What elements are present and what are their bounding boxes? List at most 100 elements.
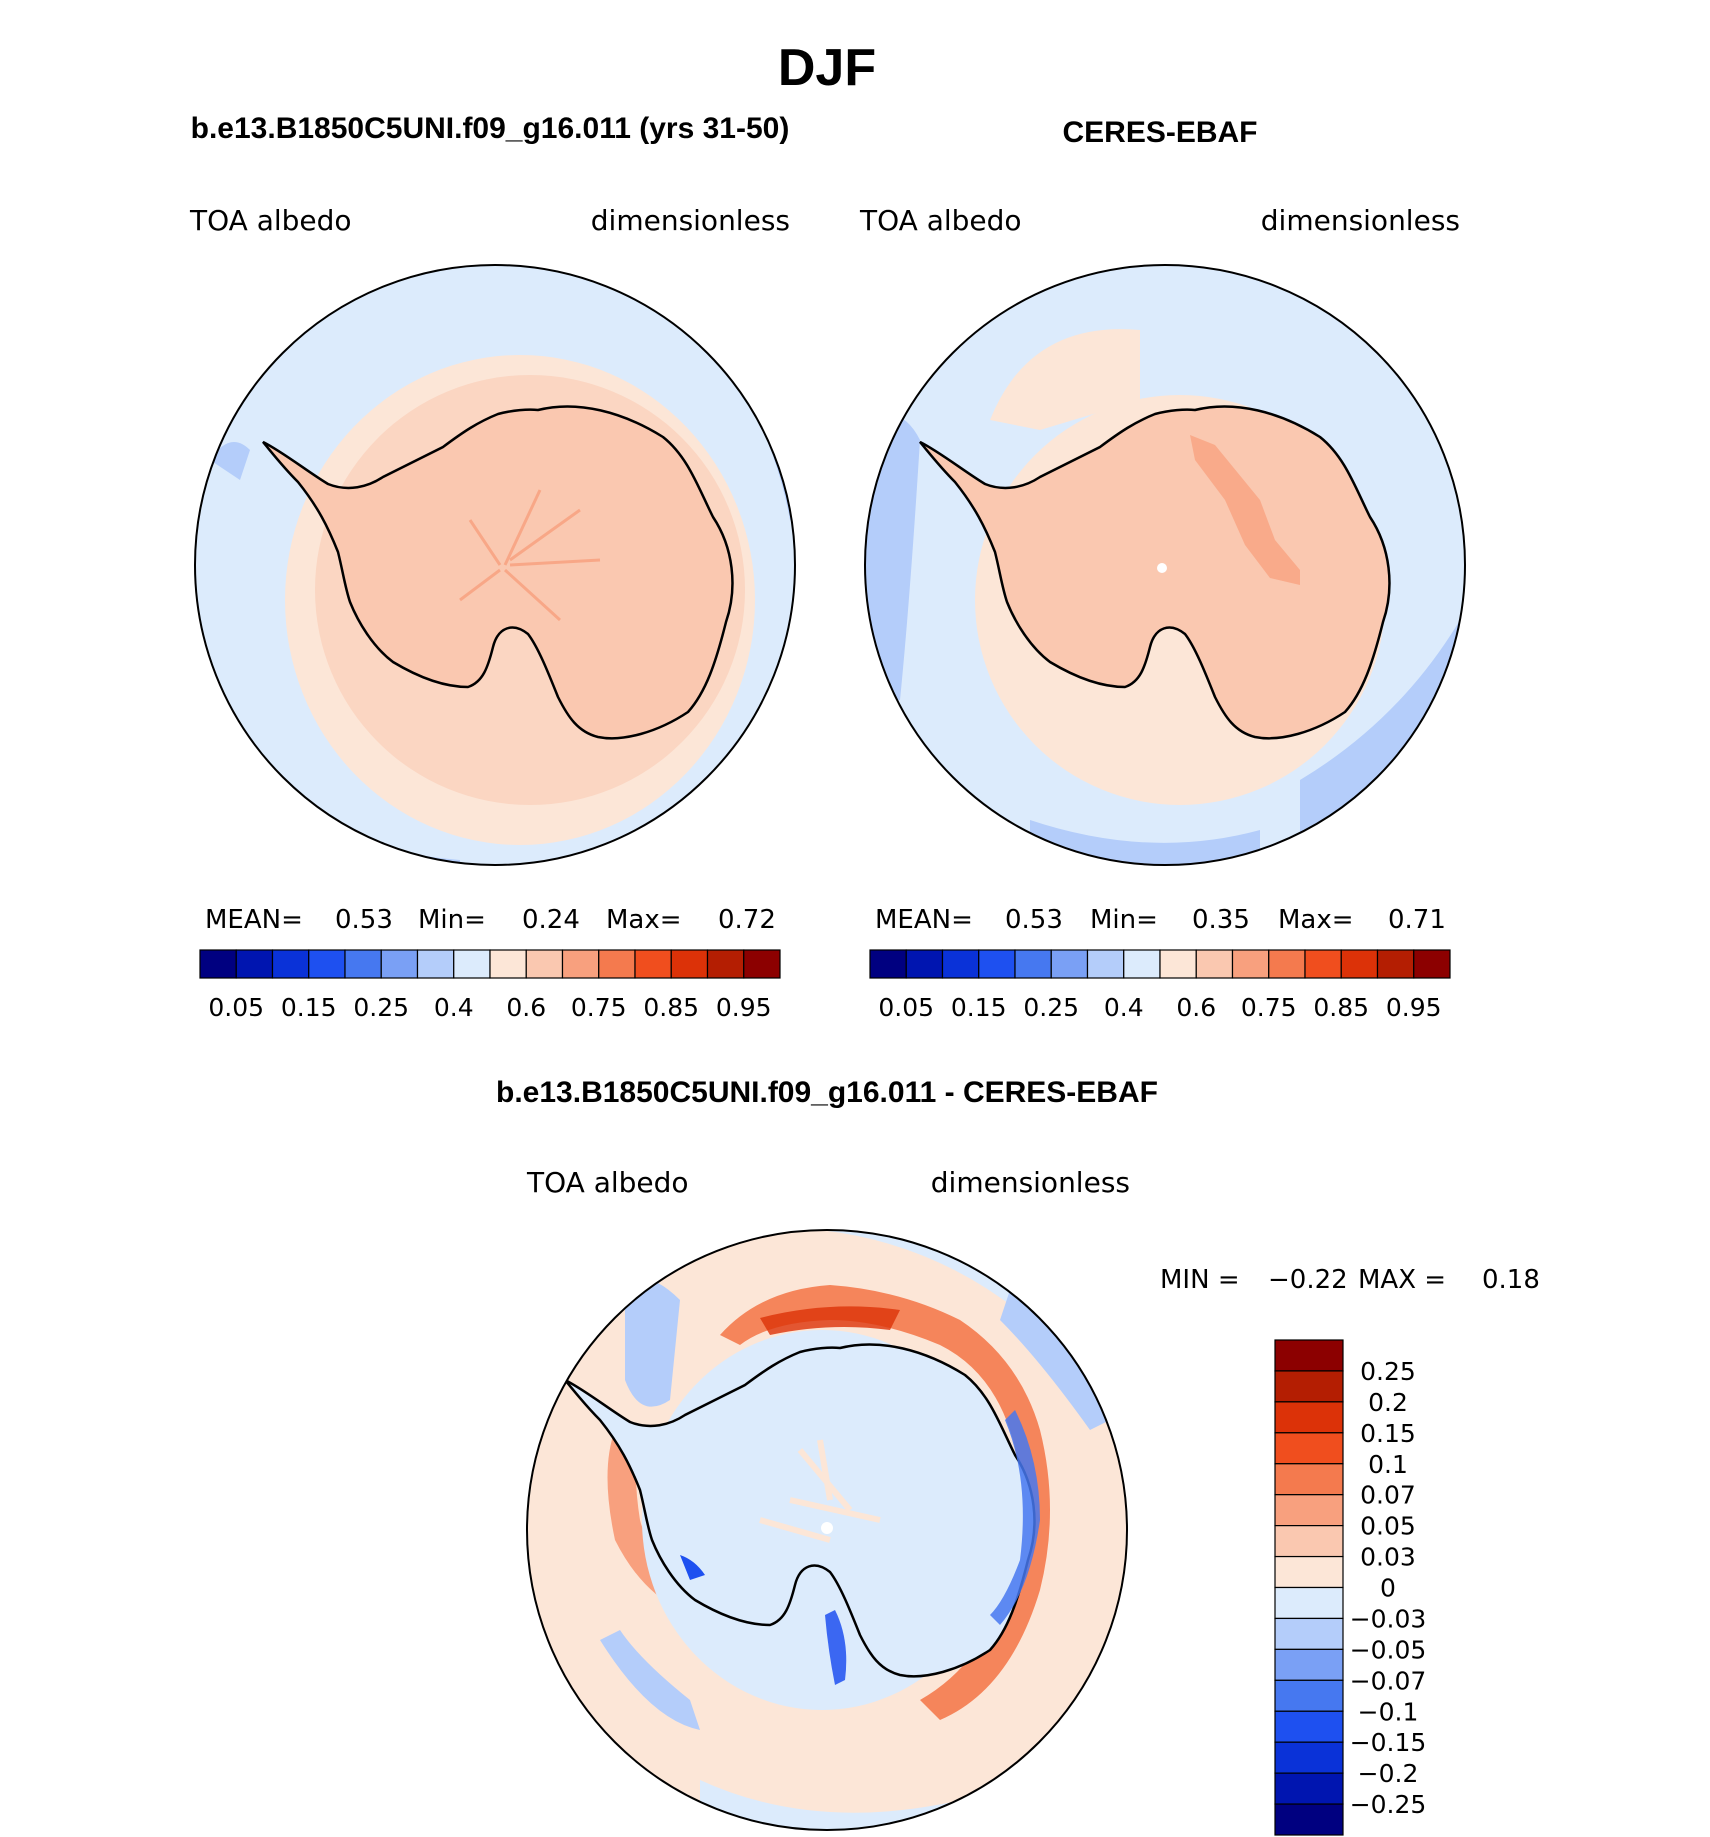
colorbar-swatch [1274,1525,1344,1558]
colorbar-swatch [453,949,491,979]
colorbar-tick-label: 0.85 [643,993,699,1022]
colorbar-swatch [489,949,527,979]
svg-text:0.72: 0.72 [718,905,776,935]
colorbar-tick-label: −0.1 [1358,1697,1419,1726]
colorbar-tick-label: 0.05 [878,993,934,1022]
colorbar-swatch [1274,1401,1344,1434]
colorbar-swatch [1014,949,1052,979]
colorbar-tick-label: −0.2 [1358,1759,1419,1788]
colorbar-swatch [1274,1648,1344,1681]
colorbar-tick-label: 0.95 [1386,993,1442,1022]
colorbar-tick-label: 0.15 [1360,1419,1416,1448]
colorbar-swatch [199,949,237,979]
svg-text:0.53: 0.53 [335,905,393,935]
colorbar-swatch [1274,1679,1344,1712]
stats-line: MEAN= 0.53 Min= 0.24 Max= 0.72 [205,905,776,935]
colorbar-swatch [598,949,636,979]
diff-subtitle: b.e13.B1850C5UNI.f09_g16.011 - CERES-EBA… [496,1076,1158,1109]
colorbar-swatch [561,949,600,979]
colorbar-tick-label: 0.25 [353,993,409,1022]
colorbar-swatch [416,949,455,979]
colorbar-swatch [1274,1803,1344,1836]
map-border [526,1229,1128,1831]
colorbar-swatch [1274,1586,1344,1620]
colorbar-swatch [1274,1710,1344,1743]
colorbar-swatch [1268,949,1306,979]
colorbar-swatch [869,949,907,979]
variable-label: TOA albedo [189,204,352,237]
colorbar-tick-label: 0.2 [1368,1388,1408,1417]
panel-model: b.e13.B1850C5UNI.f09_g16.011 (yrs 31-50)… [189,112,796,1022]
polar-map-difference [527,1230,1127,1830]
svg-text:MEAN=: MEAN= [205,905,303,935]
colorbar-tick-label: 0.07 [1360,1481,1416,1510]
colorbar-swatch [1159,949,1197,979]
colorbar-tick-label: 0.25 [1360,1357,1416,1386]
colorbar-swatch [1086,949,1125,979]
colorbar-tick-label: −0.07 [1350,1666,1427,1695]
colorbar-swatch [1274,1463,1344,1496]
min-max-line: MIN = −0.22 MAX = 0.18 [1160,1265,1540,1295]
panel-subtitle: b.e13.B1850C5UNI.f09_g16.011 (yrs 31-50) [191,112,790,145]
colorbar-swatch [271,949,310,979]
stats-line: MEAN= 0.53 Min= 0.35 Max= 0.71 [875,905,1446,935]
colorbar-swatch [905,949,944,979]
colorbar-tick-label: −0.05 [1350,1635,1427,1664]
colorbar-swatch [1376,949,1415,979]
colorbar-swatch [1274,1741,1344,1774]
svg-text:MEAN=: MEAN= [875,905,973,935]
colorbar-difference: 0.250.20.150.10.070.050.030−0.03−0.05−0.… [1274,1339,1427,1836]
svg-text:Max=: Max= [1278,905,1354,935]
colorbar-tick-label: −0.25 [1350,1790,1427,1819]
colorbar-swatch [1195,949,1234,979]
colorbar-swatch [1231,949,1270,979]
colorbar-swatch [941,949,980,979]
polar-map-model [195,265,795,865]
colorbar-swatch [1274,1339,1344,1372]
radial-streaks [459,489,601,622]
svg-text:MAX =: MAX = [1358,1265,1446,1295]
variable-label: TOA albedo [859,204,1022,237]
colorbar-swatch [1304,949,1342,979]
plateau-ridge [1190,435,1300,585]
svg-text:0.71: 0.71 [1388,905,1446,935]
colorbar-swatch [743,949,781,979]
colorbar-swatch [344,949,382,979]
colorbar-swatch [235,949,274,979]
colorbar-obs: 0.05 0.15 0.25 0.4 0.6 0.75 0.85 0.95 [869,949,1451,1022]
colorbar-tick-label: 0.15 [281,993,337,1022]
colorbar-swatch [706,949,745,979]
svg-text:Min=: Min= [418,905,486,935]
svg-text:0.53: 0.53 [1005,905,1063,935]
colorbar-swatch [380,949,419,979]
colorbar-swatch [1274,1617,1344,1650]
colorbar-tick-label: 0.4 [434,993,474,1022]
polar-map-obs [865,265,1465,865]
colorbar-swatch [1050,949,1089,979]
map-border [194,264,796,866]
colorbar-swatch [1413,949,1451,979]
svg-text:0.18: 0.18 [1482,1265,1540,1295]
svg-text:−0.22: −0.22 [1268,1265,1348,1295]
colorbar-swatch [1274,1370,1344,1403]
figure-title: DJF [778,39,876,97]
colorbar-swatch [1274,1772,1344,1805]
colorbar-tick-label: 0.75 [571,993,627,1022]
colorbar-tick-label: 0.03 [1360,1543,1416,1572]
map-border [864,264,1466,866]
units-label: dimensionless [1261,204,1460,237]
colorbar-swatch [1274,1494,1344,1527]
colorbar-tick-label: 0.75 [1241,993,1297,1022]
svg-text:0.35: 0.35 [1192,905,1250,935]
colorbar-tick-label: 0.85 [1313,993,1369,1022]
units-label: dimensionless [931,1166,1130,1199]
panel-obs: CERES-EBAF TOA albedo dimensionless MEAN… [859,116,1466,1022]
colorbar-model: 0.05 0.15 0.25 0.4 0.6 0.75 0.85 0.95 [199,949,781,1022]
colorbar-swatch [634,949,672,979]
colorbar-swatch [1274,1432,1344,1465]
colorbar-tick-label: −0.15 [1350,1728,1427,1757]
colorbar-tick-label: 0.95 [716,993,772,1022]
colorbar-swatch [308,949,346,979]
colorbar-swatch [1123,949,1161,979]
